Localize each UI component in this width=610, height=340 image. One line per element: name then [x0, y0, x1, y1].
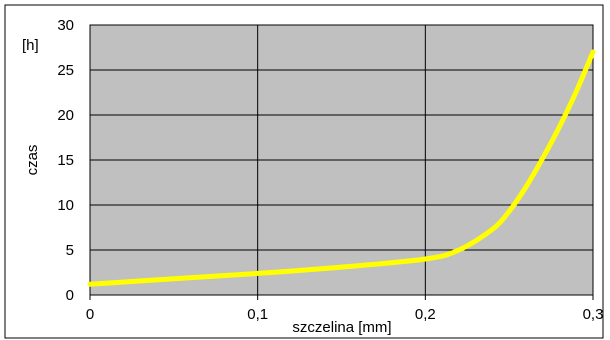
y-tick-label: 20 — [57, 107, 74, 124]
y-tick-label: 5 — [66, 242, 74, 259]
y-axis-label: czas — [24, 145, 41, 176]
y-tick-label: 10 — [57, 197, 74, 214]
x-tick-label: 0,1 — [247, 306, 268, 323]
y-tick-label: 15 — [57, 152, 74, 169]
y-unit-label: [h] — [22, 37, 39, 54]
x-tick-label: 0,2 — [415, 306, 436, 323]
x-axis-label: szczelina [mm] — [292, 319, 391, 336]
x-tick-label: 0 — [86, 306, 94, 323]
series-group — [87, 49, 596, 287]
series-line — [87, 49, 596, 287]
x-tick-label: 0,3 — [583, 306, 604, 323]
gridlines — [89, 25, 594, 300]
y-tick-labels: 0 5 10 15 20 25 30 — [57, 17, 74, 304]
y-tick-label: 25 — [57, 62, 74, 79]
y-tick-label: 30 — [57, 17, 74, 34]
y-tick-label: 0 — [66, 287, 74, 304]
x-tick-labels: 0 0,1 0,2 0,3 — [86, 306, 604, 323]
